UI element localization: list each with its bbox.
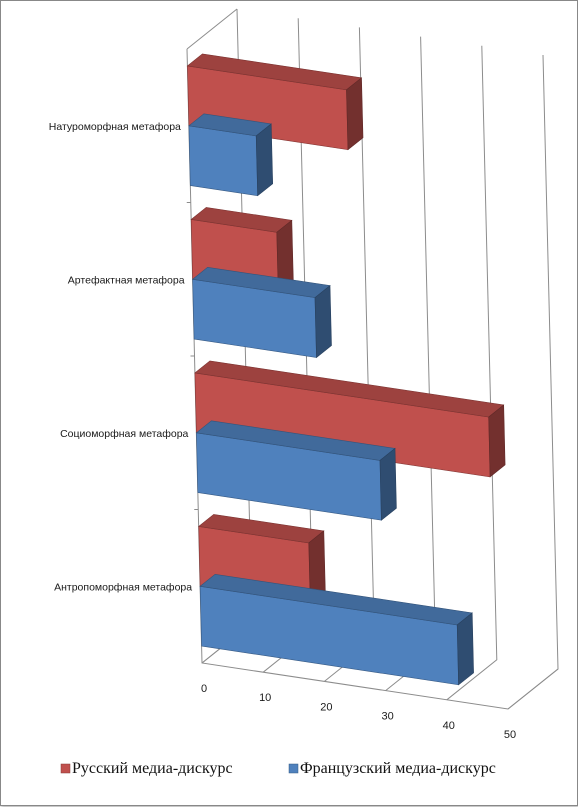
legend-label: Русский медиа-дискурс xyxy=(72,760,233,777)
category-label: Натуроморфная метафора xyxy=(49,121,181,133)
bar-french xyxy=(188,113,274,197)
bars xyxy=(186,53,506,686)
category-label: Артефактная метафора xyxy=(68,274,185,286)
top-depth-edge xyxy=(186,8,238,50)
bar-end-face xyxy=(456,612,474,686)
category-labels: Антропоморфная метафора Социоморфная мета… xyxy=(49,121,192,593)
legend-label: Французский медиа-дискурс xyxy=(300,760,496,777)
bar-end-face xyxy=(314,284,332,359)
bar-french xyxy=(199,573,474,686)
gridline xyxy=(385,36,437,691)
x-tick-label: 0 xyxy=(201,683,207,695)
bar-end-face xyxy=(488,404,506,478)
bar-russian xyxy=(194,360,506,478)
x-tick-label: 20 xyxy=(320,701,332,713)
tick-labels: 0 10 20 30 40 50 xyxy=(201,683,516,741)
category-label: Антропоморфная метафора xyxy=(54,581,192,593)
bar-end-face xyxy=(379,447,397,521)
bar-end-face xyxy=(255,123,274,197)
gridline xyxy=(446,45,498,701)
bar-end-face xyxy=(346,77,364,151)
legend: Русский медиа-дискурс Французский медиа-д… xyxy=(60,760,496,777)
bar-french xyxy=(195,420,397,521)
bar-russian xyxy=(190,207,294,293)
bar-french xyxy=(191,266,332,359)
x-tick-label: 40 xyxy=(443,720,455,732)
bar-front-face xyxy=(188,125,259,197)
legend-item: Французский медиа-дискурс xyxy=(288,760,496,777)
legend-swatch xyxy=(288,763,299,774)
gridline xyxy=(507,54,559,710)
legend-item: Русский медиа-дискурс xyxy=(60,760,233,777)
x-tick-label: 50 xyxy=(504,729,516,741)
category-label: Социоморфная метафора xyxy=(60,428,188,440)
legend-swatch xyxy=(60,763,71,774)
x-tick-label: 30 xyxy=(381,711,393,723)
x-tick-label: 10 xyxy=(259,692,271,704)
